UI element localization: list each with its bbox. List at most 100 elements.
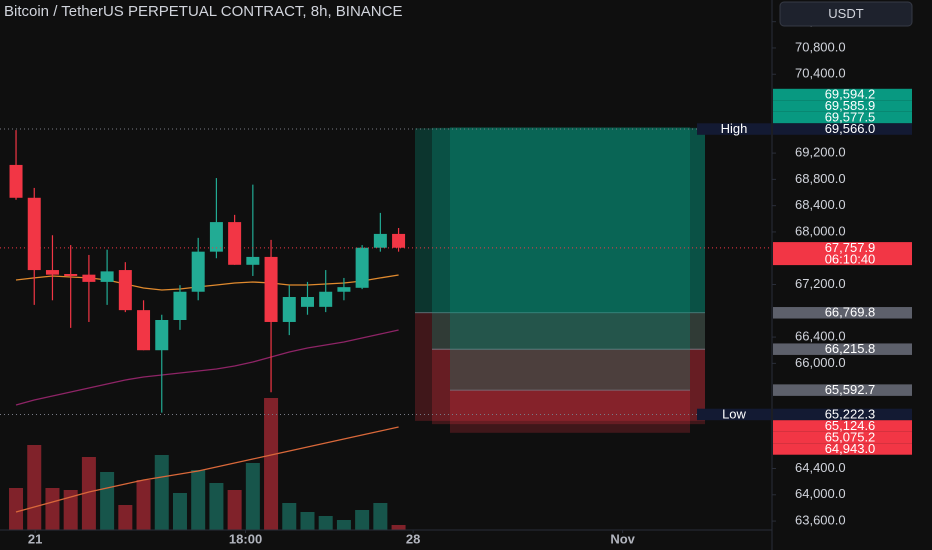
price-label: 69,585.9 bbox=[825, 98, 876, 113]
price-label-box bbox=[773, 100, 912, 112]
candle-body bbox=[173, 291, 187, 320]
candle-body bbox=[209, 222, 223, 252]
y-tick-label: 69,200.0 bbox=[795, 145, 846, 160]
volume-bar bbox=[191, 470, 206, 530]
volume-bar bbox=[209, 483, 224, 530]
currency-label[interactable]: USDT bbox=[828, 6, 863, 21]
price-label: 69,577.5 bbox=[825, 109, 876, 124]
y-tick-label: 70,800.0 bbox=[795, 39, 846, 54]
x-tick-label: 21 bbox=[28, 531, 42, 546]
price-label-box bbox=[773, 123, 912, 135]
volume-bar bbox=[27, 445, 42, 530]
candle-body bbox=[373, 233, 387, 248]
price-label: 65,592.7 bbox=[825, 382, 876, 397]
loss-zone bbox=[432, 349, 705, 425]
volume-bar bbox=[154, 455, 169, 530]
candle-body bbox=[282, 296, 296, 322]
price-label-box bbox=[773, 443, 912, 455]
price-label-box bbox=[773, 242, 912, 266]
candle-body bbox=[64, 274, 78, 276]
volume-bar bbox=[300, 512, 315, 530]
price-label-box bbox=[773, 111, 912, 124]
price-label: 65,222.3 bbox=[825, 406, 876, 421]
volume-bar bbox=[227, 490, 242, 530]
candle-body bbox=[228, 222, 242, 265]
price-label: 67,757.9 bbox=[825, 240, 876, 255]
y-tick-label: 64,400.0 bbox=[795, 460, 846, 475]
volume-bar bbox=[373, 503, 388, 530]
candle-body bbox=[191, 251, 205, 292]
candle-body bbox=[27, 197, 41, 271]
volume-bar bbox=[318, 516, 333, 530]
y-tick-label: 68,000.0 bbox=[795, 223, 846, 238]
chart-title: Bitcoin / TetherUS PERPETUAL CONTRACT, 8… bbox=[4, 3, 402, 20]
volume-bar bbox=[264, 398, 279, 530]
y-tick-label: 66,000.0 bbox=[795, 355, 846, 370]
price-tag: High bbox=[721, 121, 748, 136]
candle-body bbox=[45, 270, 59, 275]
price-label-box bbox=[773, 420, 912, 432]
candle-body bbox=[337, 287, 351, 292]
candle-body bbox=[392, 233, 406, 248]
loss-zone bbox=[415, 312, 705, 421]
volume-bar bbox=[81, 457, 96, 530]
price-label-box bbox=[773, 88, 912, 101]
candle-body bbox=[246, 256, 260, 265]
price-tag-box bbox=[697, 123, 771, 135]
volume-bar bbox=[245, 463, 260, 530]
candle-body bbox=[9, 164, 23, 198]
x-tick-label: 18:00 bbox=[229, 531, 262, 546]
moving-average bbox=[15, 329, 399, 406]
volume-bar bbox=[336, 520, 351, 530]
currency-button[interactable] bbox=[779, 1, 913, 27]
volume-bar bbox=[136, 480, 151, 530]
price-label: 66,769.8 bbox=[825, 305, 876, 320]
volume-bar bbox=[172, 493, 187, 530]
price-label-box bbox=[773, 307, 912, 319]
volume-bar bbox=[355, 510, 370, 530]
candle-body bbox=[264, 256, 278, 322]
candle-body bbox=[300, 296, 314, 307]
price-label-box bbox=[773, 431, 912, 444]
price-label-box bbox=[773, 408, 912, 421]
y-tick-label: 67,200.0 bbox=[795, 276, 846, 291]
candle-body bbox=[82, 274, 96, 282]
y-tick-label: 66,400.0 bbox=[795, 329, 846, 344]
moving-average bbox=[15, 274, 399, 291]
y-tick-label: 63,600.0 bbox=[795, 513, 846, 528]
y-tick-label: 64,000.0 bbox=[795, 486, 846, 501]
y-tick-label: 68,800.0 bbox=[795, 171, 846, 186]
candle-body bbox=[319, 291, 333, 307]
price-tag: Low bbox=[722, 406, 746, 421]
profit-zone bbox=[415, 128, 705, 313]
moving-average bbox=[15, 426, 399, 513]
volume-bar bbox=[63, 490, 78, 530]
price-label: 69,594.2 bbox=[825, 86, 876, 101]
profit-zone bbox=[450, 127, 690, 391]
price-label: 65,075.2 bbox=[825, 429, 876, 444]
candle-body bbox=[155, 319, 169, 351]
volume-bar bbox=[118, 505, 133, 530]
y-tick-label: 68,400.0 bbox=[795, 197, 846, 212]
candle-body bbox=[118, 270, 132, 311]
y-tick-label: 70,400.0 bbox=[795, 66, 846, 81]
candle-body bbox=[100, 271, 114, 282]
price-label-box bbox=[773, 343, 912, 355]
price-tag-box bbox=[697, 408, 771, 421]
volume-bar bbox=[45, 488, 60, 530]
candle-body bbox=[137, 310, 151, 351]
price-label: 64,943.0 bbox=[825, 441, 876, 456]
volume-bar bbox=[282, 503, 297, 530]
price-label: 65,124.6 bbox=[825, 418, 876, 433]
volume-bar bbox=[391, 525, 406, 530]
candle-body bbox=[355, 247, 369, 288]
x-tick-label: Nov bbox=[610, 531, 635, 546]
profit-zone bbox=[432, 127, 705, 350]
countdown: 06:10:40 bbox=[825, 251, 876, 266]
price-label-box bbox=[773, 384, 912, 396]
volume-bar bbox=[9, 488, 24, 530]
price-label: 66,215.8 bbox=[825, 341, 876, 356]
price-label: 69,566.0 bbox=[825, 121, 876, 136]
